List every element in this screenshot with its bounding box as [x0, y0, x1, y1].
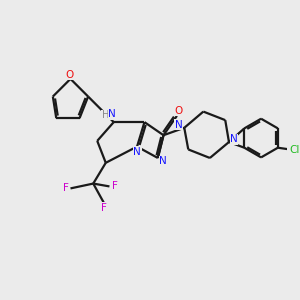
- Text: O: O: [174, 106, 182, 116]
- Text: F: F: [63, 183, 69, 194]
- Text: F: F: [101, 203, 107, 213]
- Text: H: H: [101, 110, 109, 120]
- Text: F: F: [112, 182, 118, 191]
- Text: N: N: [108, 109, 116, 119]
- Text: N: N: [230, 134, 238, 144]
- Text: N: N: [134, 147, 141, 157]
- Text: Cl: Cl: [289, 145, 299, 155]
- Text: N: N: [159, 156, 167, 167]
- Text: O: O: [65, 70, 73, 80]
- Text: N: N: [175, 120, 182, 130]
